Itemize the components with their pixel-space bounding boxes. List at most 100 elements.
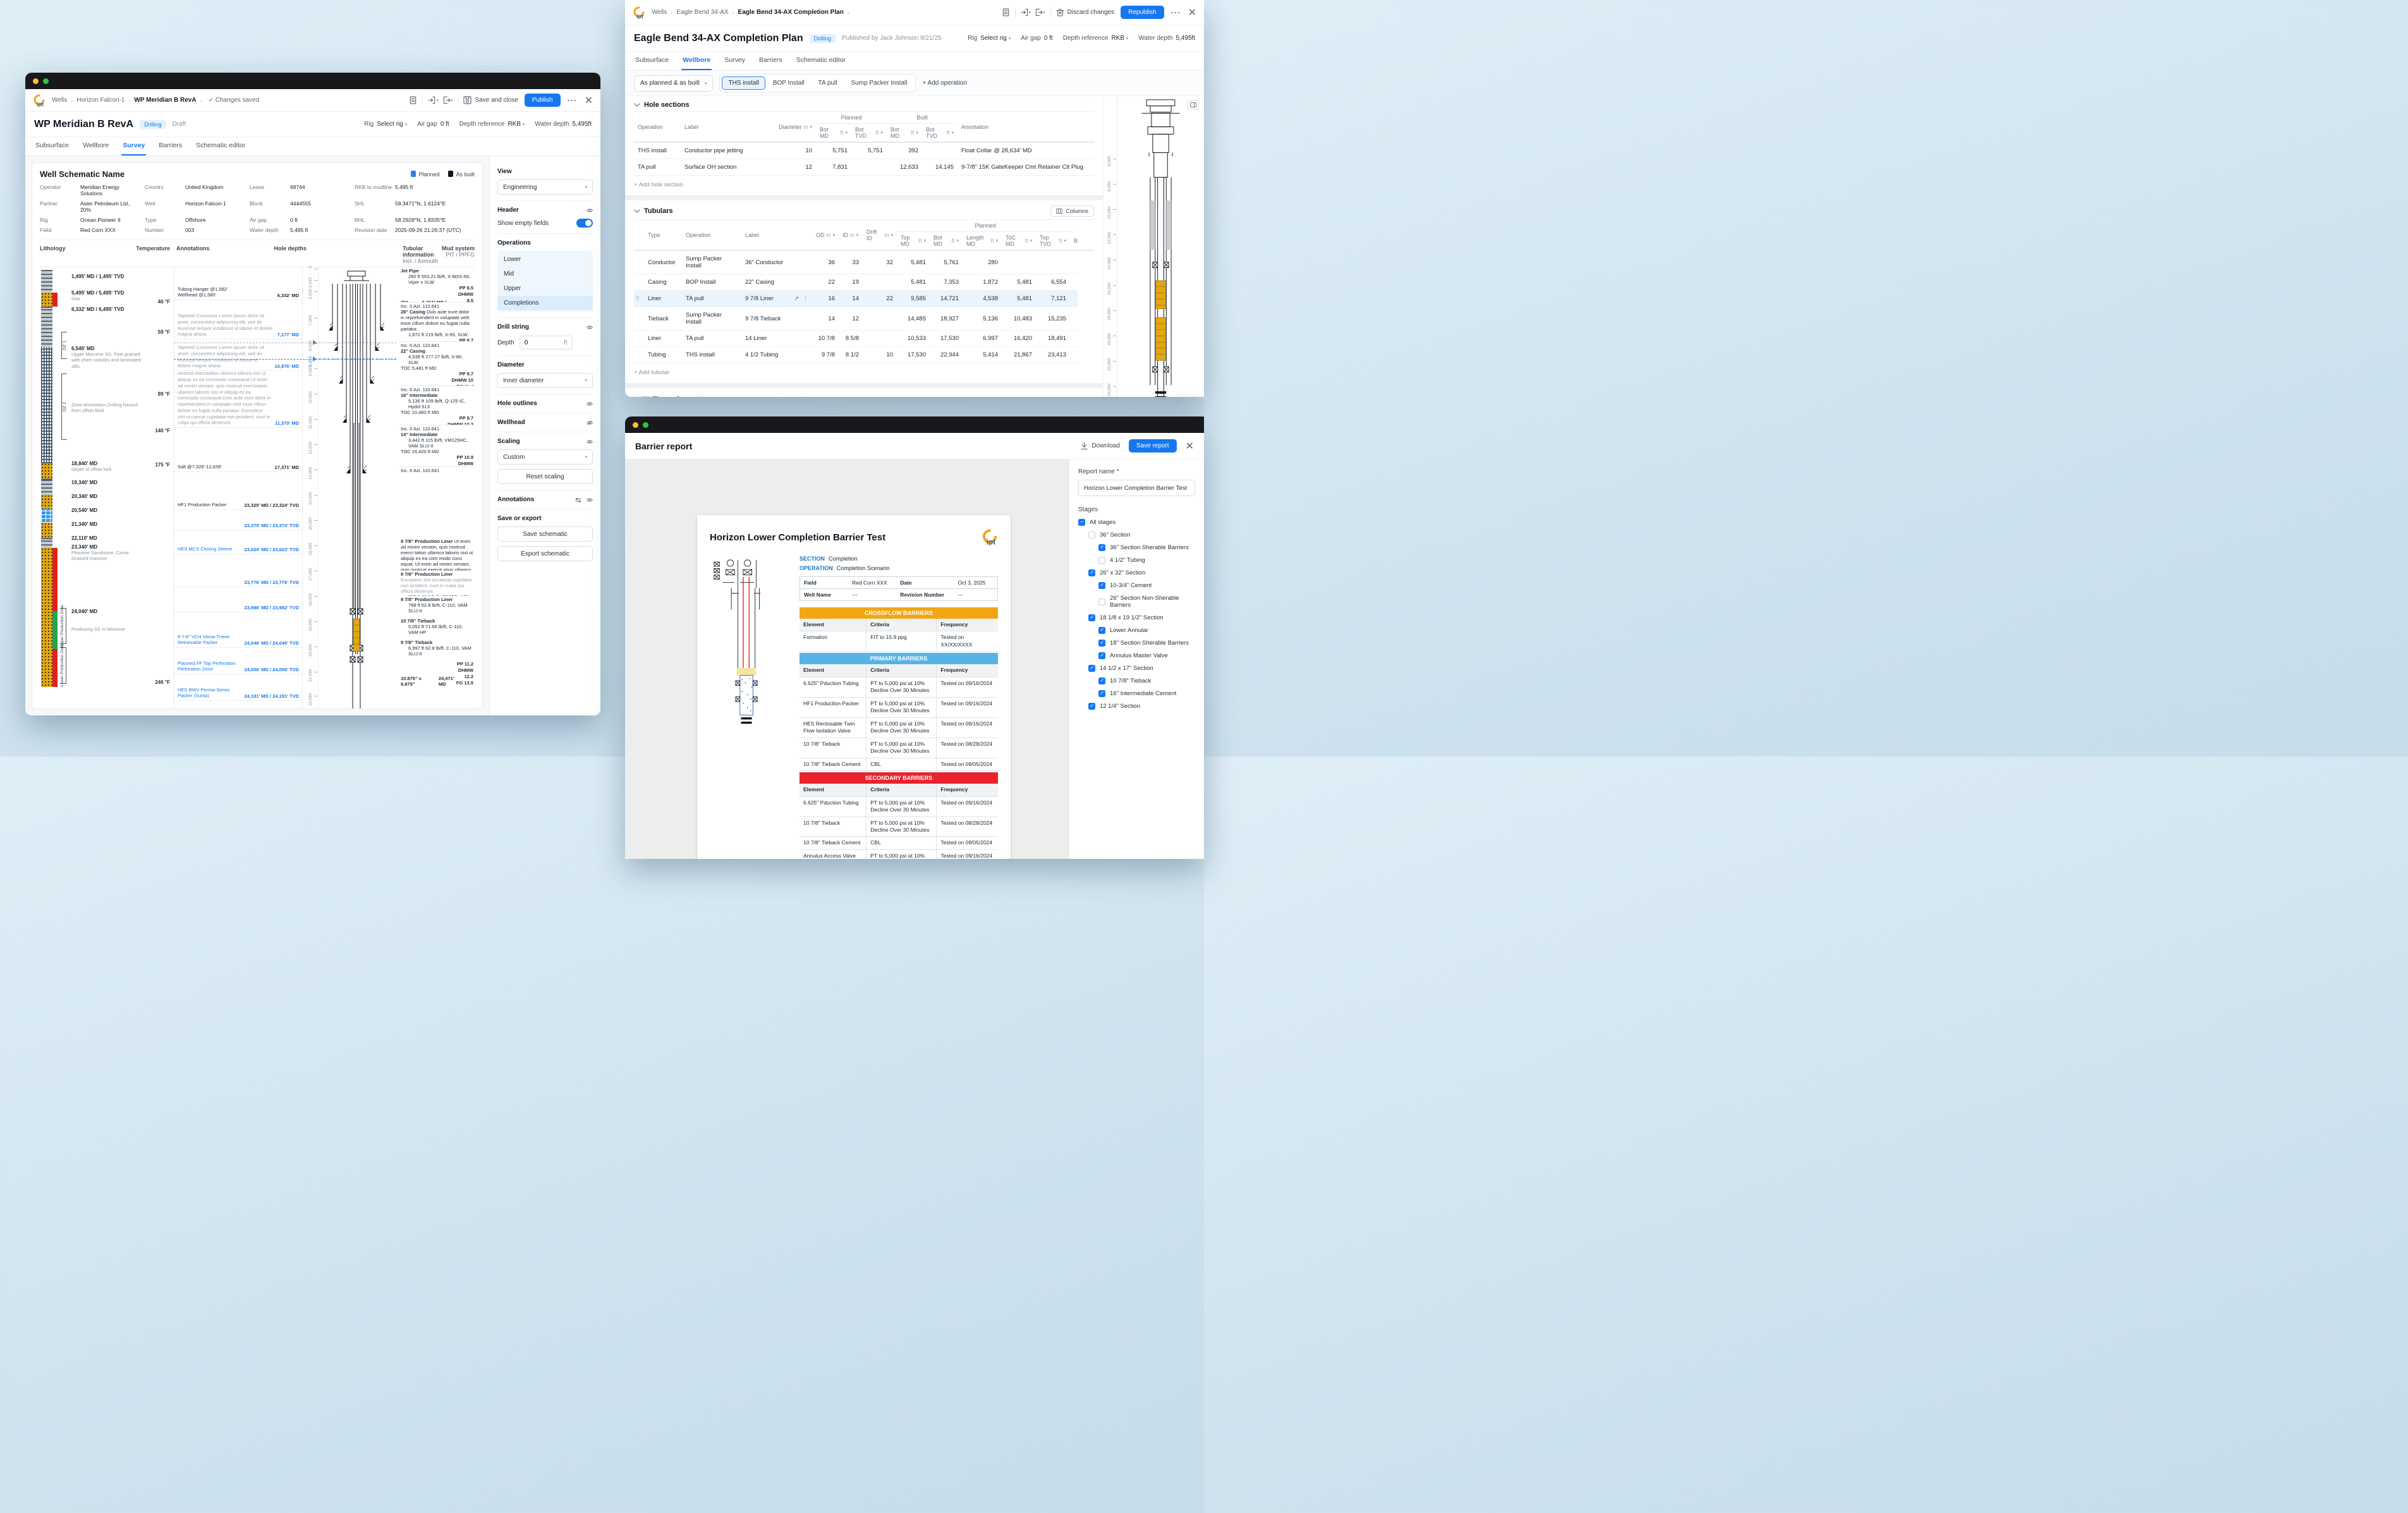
eye-icon[interactable]: [587, 497, 593, 503]
tab[interactable]: Survey: [121, 142, 147, 155]
eye-icon[interactable]: [587, 324, 593, 331]
scaling-select[interactable]: Custom ▾: [497, 449, 593, 465]
stage-item[interactable]: 14 1/2 x 17" Section: [1088, 665, 1195, 672]
republish-button[interactable]: Republish: [1121, 6, 1164, 19]
import-icon[interactable]: [428, 96, 436, 104]
diameter-select[interactable]: Inner diameter ▾: [497, 373, 593, 388]
panel-toggle-button[interactable]: [1188, 100, 1199, 110]
depth-input[interactable]: ft: [519, 336, 573, 349]
view-select[interactable]: Engineering ▾: [497, 179, 593, 195]
calculator-icon[interactable]: [1002, 8, 1010, 16]
annotation-row[interactable]: Planned FF Top Perforation Perforation Z…: [174, 648, 302, 674]
reset-scaling-button[interactable]: Reset scaling: [497, 469, 593, 484]
tubular-info-row[interactable]: Inc. 0 Azi. 110.641 16" Intermediate 5,1…: [399, 387, 475, 425]
tubular-info-row[interactable]: Inc. 0 Azi. 110.641 28" Casing Duis aute…: [399, 303, 475, 342]
stage-item[interactable]: Annulus Master Valve: [1098, 652, 1195, 659]
stage-item[interactable]: 36" Section: [1088, 532, 1195, 538]
breadcrumb-item[interactable]: Eagle Bend 34-AX: [676, 9, 729, 16]
sliders-icon[interactable]: [575, 497, 581, 503]
columns-button[interactable]: Columns: [1050, 205, 1094, 217]
save-and-close-button[interactable]: Save and close: [463, 96, 518, 104]
checkbox[interactable]: [1088, 665, 1095, 672]
breadcrumb-item[interactable]: Horizon Falcon-1: [76, 97, 125, 104]
tab[interactable]: Wellbore: [83, 142, 109, 149]
export-icon[interactable]: [1035, 8, 1043, 16]
tab[interactable]: Survey: [724, 56, 745, 64]
tab[interactable]: Barriers: [159, 142, 183, 149]
stage-item[interactable]: 10 7/8" Tieback: [1098, 678, 1195, 684]
tubular-info-row[interactable]: Inc. 0 Azi. 110.641 22" Casing 4,538 ft …: [399, 342, 475, 386]
stage-item[interactable]: 16" Intermediate Cement: [1098, 690, 1195, 697]
export-schematic-button[interactable]: Export schematic: [497, 546, 593, 561]
eye-icon[interactable]: [587, 401, 593, 407]
checkbox[interactable]: [1098, 557, 1105, 564]
annotation-row[interactable]: 23,776' MD / 23,776' TVD: [174, 554, 302, 587]
context-item[interactable]: Water depth 5,495ft: [1138, 35, 1195, 42]
tubulars-header[interactable]: Tubulars Columns: [625, 200, 1103, 219]
tab[interactable]: Subsurface: [35, 142, 70, 149]
operation-chip[interactable]: TA pull: [818, 80, 837, 87]
operation-item[interactable]: Upper: [504, 285, 521, 292]
close-icon[interactable]: ✕: [1185, 441, 1194, 452]
add-hole-section-button[interactable]: + Add hole section: [634, 181, 683, 188]
context-item[interactable]: Water depth 5,495ft: [535, 121, 592, 128]
annotation-row[interactable]: Tapered Crossover Lorem ipsum dolor sit …: [174, 339, 302, 371]
checkbox[interactable]: [1098, 544, 1105, 551]
breadcrumb-item[interactable]: WP Meridian B RevA: [134, 97, 197, 104]
discard-changes-button[interactable]: Discard changes: [1056, 8, 1114, 16]
breadcrumb-item[interactable]: Wells: [652, 9, 667, 16]
tubular-info-row[interactable]: 10 7/8" Tieback 5,052 ft 71.66 lb/ft, C-…: [401, 618, 463, 635]
tab[interactable]: Schematic editor: [196, 142, 246, 149]
stage-item[interactable]: 10-3/4" Cement: [1098, 582, 1195, 589]
hole-sections-header[interactable]: Hole sections: [625, 96, 1103, 111]
tubular-info-row[interactable]: Inc. 0 Azi. 110.641: [401, 468, 440, 473]
stage-item[interactable]: 36" Section Sherable Barriers: [1098, 544, 1195, 551]
checkbox[interactable]: [1088, 532, 1095, 538]
checkbox[interactable]: [1088, 703, 1095, 710]
checkbox[interactable]: [1098, 652, 1105, 659]
stage-item[interactable]: All stages: [1078, 518, 1195, 526]
tubular-info-row[interactable]: 9 7/8" Tieback 6,997 ft 62.8 lb/ft, C-11…: [401, 640, 471, 657]
checkbox[interactable]: [1088, 614, 1095, 621]
annotation-row[interactable]: HF1 Production Packer 23,325' MD / 23,32…: [174, 472, 302, 510]
wellbore-elements-header[interactable]: Wellbore elements: [625, 388, 1103, 397]
show-empty-fields-toggle[interactable]: [576, 219, 593, 228]
drag-handle-icon[interactable]: ⠿: [636, 296, 640, 301]
stage-item[interactable]: Lower Annular: [1098, 627, 1195, 634]
expand-icon[interactable]: ↗: [794, 295, 799, 301]
plan-mode-select[interactable]: As planned & as built ▾: [634, 75, 714, 92]
annotation-row[interactable]: HES BWV Perma-Series Packer (Sump) 24,19…: [174, 674, 302, 701]
close-icon[interactable]: ✕: [1188, 7, 1196, 18]
annotation-row[interactable]: Tubing Hanger @1,582' Wellhead @1,580' 6…: [174, 267, 302, 300]
checkbox[interactable]: [1098, 627, 1105, 634]
checkbox[interactable]: [1098, 582, 1105, 589]
tubular-info-row[interactable]: 10.875" x 9.875" 24,471' MD PP 11.2 DHMW …: [399, 660, 475, 708]
import-icon[interactable]: [1021, 8, 1029, 16]
eye-off-icon[interactable]: [587, 420, 593, 426]
annotation-row[interactable]: Salt @7,326'-12,639' 17,371' MD: [174, 428, 302, 472]
context-item[interactable]: Depth reference RKB ▾: [1062, 35, 1129, 42]
zoom-traffic-light[interactable]: [43, 78, 49, 84]
tab[interactable]: Schematic editor: [796, 56, 846, 64]
eye-icon[interactable]: [587, 439, 593, 445]
calculator-icon[interactable]: [409, 96, 417, 104]
save-report-button[interactable]: Save report: [1128, 439, 1177, 453]
tubular-info-row[interactable]: 9 7/8" Production Liner 788 ft 62.8 lb/f…: [401, 597, 468, 614]
add-operation-button[interactable]: + Add operation: [922, 80, 967, 87]
operation-item[interactable]: Completions: [497, 296, 593, 310]
operation-chip[interactable]: THS install: [722, 76, 765, 90]
add-tubular-button[interactable]: + Add tubular: [634, 369, 670, 376]
save-schematic-button[interactable]: Save schematic: [497, 526, 593, 542]
annotation-row[interactable]: 9 7-8" VCH Versa-Trieve Retrievable Pack…: [174, 612, 302, 648]
operation-chip[interactable]: BOP Install: [772, 80, 805, 87]
publish-button[interactable]: Publish: [524, 94, 561, 107]
minimize-traffic-light[interactable]: [633, 422, 638, 428]
stage-item[interactable]: 4 1/2" Tubing: [1098, 557, 1195, 564]
stage-item[interactable]: 18 1/8 x 19 1/2" Section: [1088, 614, 1195, 621]
more-options-icon[interactable]: ⋯: [1170, 7, 1181, 18]
breadcrumb-item[interactable]: Eagle Bend 34-AX Completion Plan: [738, 9, 844, 16]
eye-icon[interactable]: [587, 207, 593, 214]
annotation-row[interactable]: 23,375' MD / 23,374' TVD: [174, 510, 302, 530]
annotation-row[interactable]: HS Flow ICV AP2 Model (Lower)(CLOSED) 24…: [174, 701, 302, 708]
stage-item[interactable]: 12 1/4" Section: [1088, 703, 1195, 710]
